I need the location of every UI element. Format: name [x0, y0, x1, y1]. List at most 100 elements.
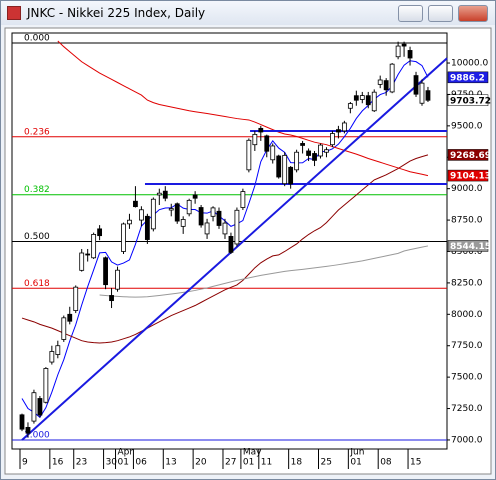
price-marker — [447, 169, 489, 182]
candle-body — [234, 209, 240, 245]
candle-body — [270, 145, 276, 161]
month-label: Apr — [118, 448, 134, 458]
x-tick-label: 20 — [195, 458, 207, 468]
candle-body — [192, 194, 198, 199]
y-tick-label: 7750.0 — [451, 341, 483, 351]
candle-body — [276, 155, 282, 178]
month-label: Jun — [349, 448, 364, 458]
price-marker — [447, 94, 489, 107]
trend-line — [21, 57, 448, 441]
fib-label: 0.382 — [24, 185, 50, 195]
candle-body — [264, 135, 270, 152]
price-marker-label: 9104.13 — [450, 172, 491, 182]
window-title: JNKC - Nikkei 225 Index, Daily — [27, 6, 206, 20]
price-marker — [447, 71, 489, 84]
title-bar: JNKC - Nikkei 225 Index, Daily — [1, 1, 495, 25]
moving-average — [57, 40, 429, 177]
x-tick-label: 25 — [321, 458, 332, 468]
candle-body — [282, 154, 288, 185]
x-tick-label: 13 — [165, 458, 176, 468]
maximize-button[interactable] — [428, 5, 453, 22]
price-marker — [447, 149, 489, 161]
candle-body — [49, 351, 55, 363]
candle-body — [353, 95, 359, 101]
price-marker-label: 9886.2 — [450, 73, 485, 83]
candle-body — [150, 198, 156, 230]
x-tick-label: 06 — [135, 458, 147, 468]
candle-body — [210, 207, 216, 217]
fib-label: 0.500 — [24, 232, 50, 242]
candle-body — [312, 153, 317, 161]
candle-body — [204, 222, 210, 235]
candle-body — [246, 139, 252, 171]
y-tick-label: 9000.0 — [451, 184, 483, 194]
x-tick-label: 11 — [261, 458, 272, 468]
candle-body — [61, 317, 67, 340]
candle-body — [324, 149, 329, 153]
candle-body — [252, 133, 258, 146]
candle-body — [91, 234, 97, 259]
candle-body — [97, 228, 103, 237]
candle-body — [115, 269, 120, 290]
price-marker — [447, 240, 489, 252]
candle-body — [133, 200, 138, 208]
y-tick-label: 7250.0 — [451, 404, 483, 414]
candle-body — [168, 208, 174, 211]
y-tick-label: 7500.0 — [451, 373, 483, 383]
candle-body — [341, 122, 347, 132]
x-tick-label: 30 — [106, 458, 118, 468]
fib-label: 0.618 — [24, 279, 50, 289]
candle-body — [127, 219, 132, 225]
candle-body — [79, 252, 85, 271]
candle-body — [186, 199, 192, 215]
month-label: May — [243, 448, 262, 458]
candle-body — [228, 236, 234, 253]
candle-body — [198, 207, 204, 226]
candle-body — [174, 203, 180, 222]
candle-body — [258, 127, 264, 133]
candle-body — [240, 191, 246, 208]
x-tick-label: 01 — [243, 458, 254, 468]
candle-body — [222, 222, 228, 235]
y-tick-label: 7000.0 — [451, 435, 483, 445]
x-tick-label: 18 — [291, 458, 303, 468]
candle-body — [43, 368, 49, 403]
window-icon — [7, 6, 21, 20]
candle-body — [288, 166, 294, 185]
x-tick-label: 27 — [225, 458, 236, 468]
candle-body — [156, 192, 162, 196]
close-button[interactable] — [458, 5, 488, 22]
candle-body — [413, 75, 419, 95]
candle-body — [389, 63, 395, 93]
candle-body — [216, 210, 222, 226]
candle-body — [377, 79, 383, 85]
minimize-button[interactable] — [398, 5, 423, 22]
y-tick-label: 8250.0 — [451, 278, 483, 288]
candle-body — [31, 392, 37, 422]
price-marker-label: 8544.15 — [450, 242, 491, 252]
x-tick-label: 23 — [76, 458, 87, 468]
fib-label: 0.000 — [24, 34, 50, 44]
y-tick-label: 10000.0 — [451, 59, 488, 69]
candle-body — [425, 90, 431, 101]
candle-body — [37, 398, 43, 416]
candle-body — [103, 257, 108, 286]
fib-label: 0.236 — [24, 127, 50, 137]
x-tick-label: 15 — [410, 458, 421, 468]
y-tick-label: 8750.0 — [451, 216, 483, 226]
candle-body — [138, 209, 144, 221]
candle-body — [306, 150, 311, 156]
y-tick-label: 8500.0 — [451, 247, 483, 257]
fib-label: 1.000 — [24, 430, 50, 440]
x-tick-label: 01 — [118, 458, 129, 468]
candle-body — [383, 80, 389, 91]
candle-body — [395, 45, 401, 58]
moving-average — [21, 154, 429, 344]
candle-body — [359, 95, 365, 100]
candle-body — [401, 43, 407, 47]
x-tick-label: 08 — [380, 458, 392, 468]
y-tick-label: 8000.0 — [451, 310, 483, 320]
candle-body — [55, 345, 61, 355]
price-marker-label: 9268.69 — [450, 151, 491, 161]
x-tick-label: 16 — [52, 458, 64, 468]
